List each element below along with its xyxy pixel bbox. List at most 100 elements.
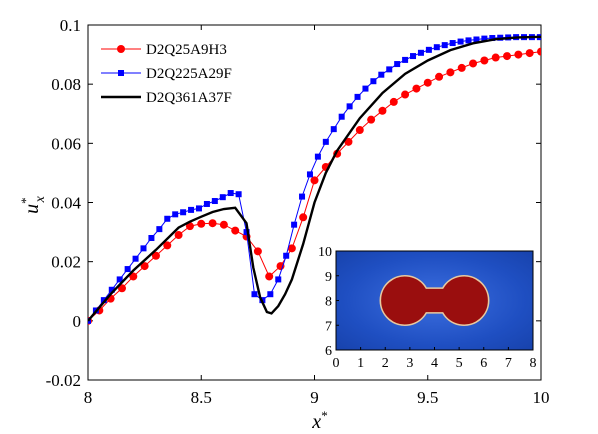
data-point (401, 90, 410, 99)
inset-y-tick-label: 7 (325, 319, 332, 334)
data-point (148, 235, 155, 241)
data-point (346, 103, 353, 110)
series-line-D2Q225A29F (88, 36, 540, 322)
data-point (433, 44, 440, 51)
series-line-D2Q361A37F (88, 35, 541, 322)
data-point (386, 66, 393, 73)
y-tick-label: 0.06 (51, 134, 81, 153)
data-point (251, 291, 258, 298)
data-point (446, 68, 455, 77)
data-point (410, 53, 417, 60)
data-point (402, 56, 409, 63)
legend-label: D2Q225A29F (146, 66, 232, 82)
data-point (473, 36, 480, 43)
data-point (287, 244, 296, 253)
inset-blob (379, 275, 490, 326)
data-point (412, 84, 421, 93)
y-tick-label: 0.08 (51, 75, 81, 94)
data-point (394, 61, 401, 68)
y-tick-label: -0.02 (46, 371, 81, 390)
data-point (465, 37, 472, 44)
inset-x-tick-label: 2 (382, 356, 389, 371)
data-point (299, 193, 306, 200)
data-point (491, 53, 500, 62)
y-axis-label: u*x (18, 195, 48, 214)
data-point (275, 276, 282, 283)
data-point (235, 191, 242, 198)
data-point (370, 78, 377, 85)
data-point (291, 221, 298, 228)
y-tick-label: 0 (73, 312, 82, 331)
legend-marker (117, 45, 125, 53)
data-point (389, 97, 398, 106)
data-point (156, 226, 163, 233)
x-axis-label: x* (311, 408, 327, 433)
data-point (117, 284, 126, 293)
inset-x-tick-label: 7 (505, 356, 512, 371)
data-point (457, 63, 466, 72)
data-point (310, 176, 319, 185)
x-tick-label: 8.5 (191, 388, 212, 407)
data-point (362, 85, 369, 92)
data-point (469, 59, 478, 68)
data-point (514, 50, 523, 59)
data-point (164, 215, 171, 222)
inset-x-tick-label: 1 (357, 356, 364, 371)
data-point (441, 42, 448, 49)
y-tick-label: 0.1 (60, 16, 81, 35)
data-point (253, 247, 262, 256)
data-point (489, 35, 496, 42)
data-point (417, 49, 424, 56)
x-tick-label: 10 (533, 388, 550, 407)
data-point (330, 126, 337, 133)
data-point (195, 205, 202, 212)
data-point (140, 245, 147, 252)
main-series-group (88, 34, 541, 325)
data-point (208, 219, 217, 228)
inset-y-tick-label: 9 (325, 270, 332, 285)
data-point (378, 106, 387, 115)
data-point (129, 272, 138, 281)
data-point (503, 52, 512, 61)
data-point (188, 206, 195, 213)
data-point (132, 255, 139, 262)
data-point (480, 56, 489, 65)
data-point (314, 153, 321, 160)
y-tick-label: 0.02 (51, 253, 81, 272)
data-point (231, 226, 240, 235)
data-point (265, 272, 274, 281)
data-point (355, 126, 364, 135)
legend-label: D2Q361A37F (146, 90, 232, 106)
data-point (423, 78, 432, 87)
data-point (185, 222, 194, 231)
data-point (180, 209, 187, 216)
data-point (322, 138, 329, 145)
data-point (124, 266, 131, 273)
data-point (344, 137, 353, 146)
data-point (116, 276, 123, 283)
x-tick-label: 9 (310, 388, 319, 407)
inset-y-tick-label: 8 (325, 295, 332, 310)
data-point (197, 219, 206, 228)
inset-x-tick-label: 0 (333, 356, 340, 371)
inset-x-tick-label: 3 (406, 356, 413, 371)
data-point (299, 213, 308, 222)
legend: D2Q25A9H3 D2Q225A29F D2Q361A37F (94, 33, 276, 115)
legend-marker (118, 70, 124, 76)
data-point (211, 198, 218, 205)
data-point (525, 49, 534, 58)
data-point (378, 71, 385, 78)
inset-x-tick-label: 6 (480, 356, 487, 371)
data-point (537, 47, 541, 56)
data-point (367, 115, 376, 124)
data-point (219, 220, 228, 229)
data-point (306, 171, 313, 178)
x-tick-label: 8 (84, 388, 93, 407)
data-point (227, 190, 234, 197)
data-point (481, 35, 488, 42)
inset-heatmap: 0 1 2 3 4 5 6 7 8 6 7 8 9 10 (318, 245, 537, 371)
data-point (100, 297, 107, 304)
inset-x-tick-label: 5 (456, 356, 463, 371)
data-point (108, 286, 115, 293)
